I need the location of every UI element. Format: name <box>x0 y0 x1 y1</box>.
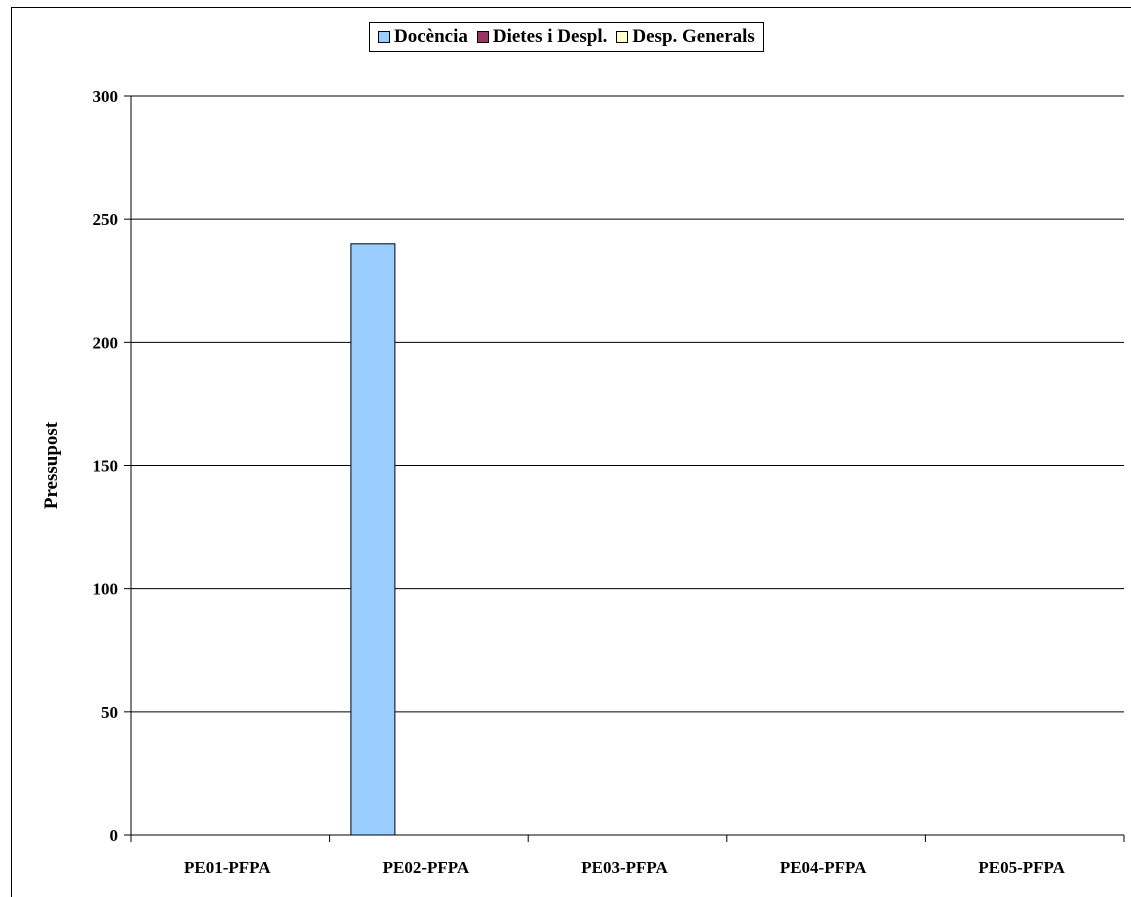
legend-label-docencia: Docència <box>394 26 468 47</box>
y-tick-label-250: 250 <box>93 210 119 229</box>
legend-swatch-dietes <box>476 31 489 43</box>
legend-item-docencia: Docència <box>378 26 468 48</box>
gridlines <box>131 95 1124 713</box>
chart-frame <box>11 7 1131 897</box>
chart-legend: Docència Dietes i Despl. Desp. Generals <box>369 22 764 52</box>
y-tick-label-300: 300 <box>93 87 119 106</box>
y-tick-label-100: 100 <box>93 580 119 599</box>
legend-swatch-generals <box>616 31 629 43</box>
x-tick-label-PE01-PFPA: PE01-PFPA <box>184 858 271 877</box>
y-tick-label-200: 200 <box>93 333 119 352</box>
legend-item-generals: Desp. Generals <box>616 26 755 48</box>
bars <box>350 243 396 836</box>
x-tick-label-PE03-PFPA: PE03-PFPA <box>581 858 668 877</box>
x-tick-label-PE02-PFPA: PE02-PFPA <box>383 858 470 877</box>
y-tick-label-150: 150 <box>93 457 119 476</box>
legend-label-generals: Desp. Generals <box>632 26 755 47</box>
legend-item-dietes: Dietes i Despl. <box>476 26 608 48</box>
axes: 0 50 100 150 200 250 300 PE01-PFPA PE02-PFPA PE03… <box>93 87 1125 877</box>
y-tick-label-50: 50 <box>101 703 118 722</box>
bar-PE02-PFPA-Docència <box>350 243 396 836</box>
x-tick-label-PE04-PFPA: PE04-PFPA <box>780 858 867 877</box>
x-tick-label-PE05-PFPA: PE05-PFPA <box>978 858 1065 877</box>
legend-swatch-docencia <box>378 31 390 43</box>
y-tick-label-0: 0 <box>110 826 119 845</box>
legend-label-dietes: Dietes i Despl. <box>492 26 608 47</box>
y-axis-title: Pressupost <box>41 421 62 509</box>
